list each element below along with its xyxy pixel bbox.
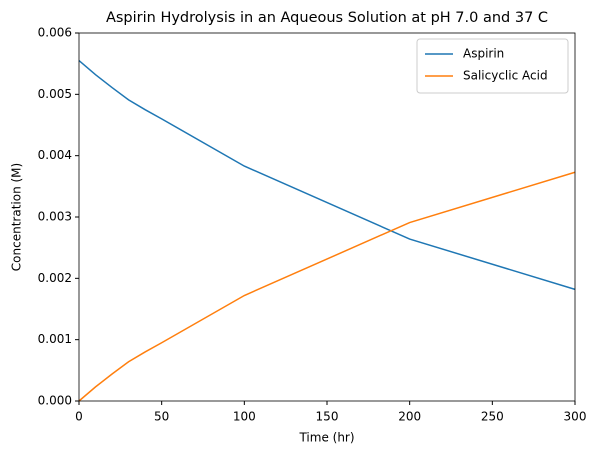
x-tick-label: 300 [564, 410, 587, 424]
data-line [78, 60, 576, 291]
chart-title: Aspirin Hydrolysis in an Aqueous Solutio… [106, 10, 548, 26]
y-tick-label: 0.003 [38, 210, 72, 224]
y-tick-label: 0.001 [38, 332, 72, 346]
y-tick-label: 0.005 [38, 87, 72, 101]
x-axis-label: Time (hr) [298, 431, 354, 445]
x-tick-label: 200 [398, 410, 421, 424]
data-line [78, 171, 576, 402]
x-tick-label: 250 [481, 410, 504, 424]
legend-label: Salicyclic Acid [463, 69, 548, 83]
legend-label: Aspirin [463, 47, 504, 61]
legend-box [416, 38, 569, 94]
x-tick-label: 50 [154, 410, 169, 424]
y-tick-label: 0.002 [38, 271, 72, 285]
x-tick-label: 100 [233, 410, 256, 424]
y-tick-label: 0.000 [38, 394, 72, 408]
x-tick-label: 150 [316, 410, 339, 424]
y-tick-label: 0.006 [38, 26, 72, 40]
x-tick-label: 0 [75, 410, 83, 424]
plot-frame [78, 32, 576, 402]
y-tick-label: 0.004 [38, 148, 72, 162]
y-axis-label: Concentration (M) [10, 163, 24, 271]
